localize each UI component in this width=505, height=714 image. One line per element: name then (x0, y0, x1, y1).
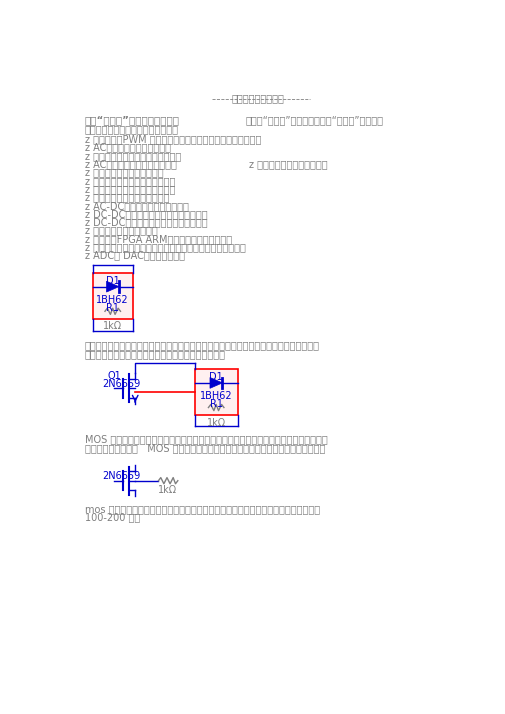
Text: z AC-DC开关电源电路设计与制作: z AC-DC开关电源电路设计与制作 (85, 201, 189, 211)
Text: z 逃变和驱动电路设计与制作: z 逃变和驱动电路设计与制作 (85, 168, 164, 178)
Text: 2N6659: 2N6659 (103, 379, 141, 389)
Text: z 高频开关电源变压器的设计与制作: z 高频开关电源变压器的设计与制作 (85, 151, 181, 161)
Text: z 真有效値检测电路设计与制作: z 真有效値检测电路设计与制作 (85, 192, 169, 202)
Text: R1: R1 (210, 399, 223, 409)
Text: z 过流和过压保护电路设计与制作: z 过流和过压保护电路设计与制作 (85, 184, 175, 194)
Text: 被并联的电阳分流了，这也是保护二极管的一种方法。: 被并联的电阳分流了，这也是保护二极管的一种方法。 (85, 349, 226, 359)
Text: z 直流稳压电路设计与制作: z 直流稳压电路设计与制作 (85, 226, 158, 236)
Text: z DC-DC降压型开关电源电路设计与制作: z DC-DC降压型开关电源电路设计与制作 (85, 217, 208, 227)
Polygon shape (107, 281, 119, 292)
Text: 1BH62: 1BH62 (96, 295, 129, 305)
Text: 名师编　　优秀资料: 名师编 优秀资料 (232, 94, 285, 104)
Text: D1: D1 (209, 372, 223, 382)
FancyBboxPatch shape (195, 369, 237, 416)
Text: 降低二极管等效电阳，并联电阳之后，二极管两端的电压没有降低，但是通过的电流小了，: 降低二极管等效电阳，并联电阳之后，二极管两端的电压没有降低，但是通过的电流小了， (85, 341, 320, 351)
Text: z 斩波和驱动电路设计与制作: z 斩波和驱动电路设计与制作 (249, 159, 328, 169)
Text: z AC电源变压器的设计与制作: z AC电源变压器的设计与制作 (85, 143, 171, 153)
Text: z 单片机、FPGA ARM最小系统电路设计与制作: z 单片机、FPGA ARM最小系统电路设计与制作 (85, 234, 232, 244)
FancyBboxPatch shape (92, 273, 133, 319)
Text: z ADC和 DAC电路设计与制作: z ADC和 DAC电路设计与制作 (85, 251, 185, 261)
Text: R1: R1 (106, 303, 119, 313)
Text: z 变频电源、PWM 开关电源等工作原理、系统结构和电路组成: z 变频电源、PWM 开关电源等工作原理、系统结构和电路组成 (85, 134, 261, 144)
Polygon shape (210, 378, 222, 388)
Text: 电容上的电荷，使得   MOS 截止过程中快速（漫流、快速关断）。大大提高开关效率。: 电容上的电荷，使得 MOS 截止过程中快速（漫流、快速关断）。大大提高开关效率。 (85, 443, 325, 453)
Text: 1kΩ: 1kΩ (207, 418, 226, 428)
Text: z DC-DC升压型开关电源电路设计与制作: z DC-DC升压型开关电源电路设计与制作 (85, 209, 208, 219)
Text: z 电流、电压检测电路设计与制作: z 电流、电压检测电路设计与制作 (85, 176, 175, 186)
Text: z 微控制器外围电路（显示器、键盘、开关等）的设计与制作: z 微控制器外围电路（显示器、键盘、开关等）的设计与制作 (85, 242, 246, 252)
Text: MOS 管导通的时候经过单一个电阳，关断的时候经过二极管和电阳串联，快速放掉栅源结: MOS 管导通的时候经过单一个电阳，关断的时候经过二极管和电阳串联，快速放掉栅源… (85, 435, 328, 445)
Text: mos 管栅极可采用取电阳，主要是防止杂波传入输入端，让开关波形更好看。通常可用: mos 管栅极可采用取电阳，主要是防止杂波传入输入端，让开关波形更好看。通常可用 (85, 504, 320, 514)
Text: D1: D1 (106, 276, 120, 286)
Text: 1kΩ: 1kΩ (158, 485, 177, 495)
Text: 2N6659: 2N6659 (103, 471, 141, 481)
Text: 100-200 欧。: 100-200 欧。 (85, 512, 140, 522)
Text: 历届“电源类”赛题的主要知识点: 历届“电源类”赛题的主要知识点 (85, 115, 180, 125)
Text: 从历届“电源类”赛题来看，主攻“电源类”赛题方向: 从历届“电源类”赛题来看，主攻“电源类”赛题方向 (245, 115, 383, 125)
Text: 的同学需要了解的主要知识点如下：: 的同学需要了解的主要知识点如下： (85, 124, 179, 134)
Text: 1kΩ: 1kΩ (103, 321, 122, 331)
Text: z AC整流和滤波电路设计与制作: z AC整流和滤波电路设计与制作 (85, 159, 177, 169)
Text: 1BH62: 1BH62 (200, 391, 232, 401)
Text: Q1: Q1 (107, 371, 121, 381)
